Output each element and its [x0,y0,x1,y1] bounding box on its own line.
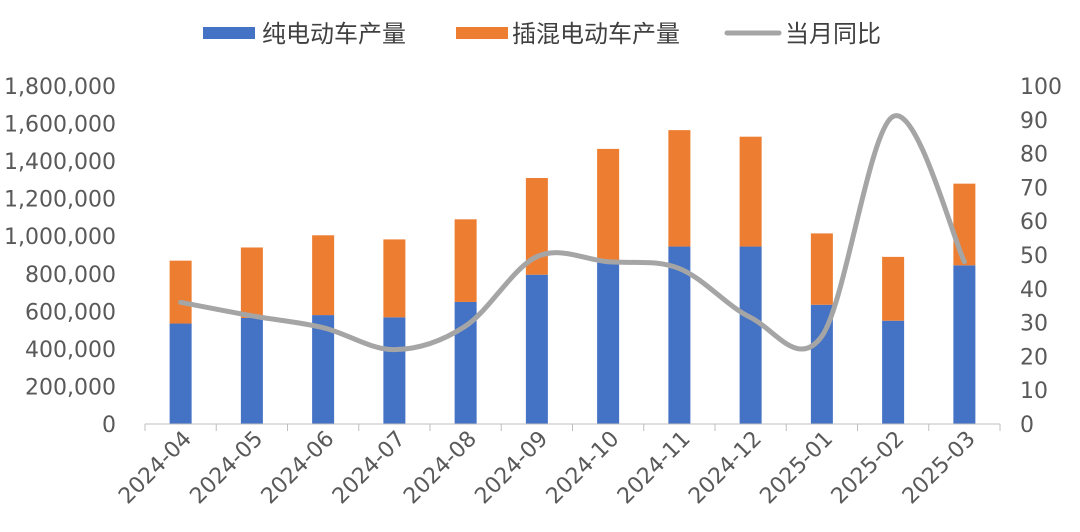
right-y-tick-label: 20 [1020,345,1048,370]
bar-phev [668,130,691,247]
x-tick-label: 2024-04 [114,427,197,510]
x-tick-label: 2024-05 [185,427,268,510]
legend-item: 纯电动车产量 [203,20,406,48]
bar-phev [597,148,620,263]
legend-item: 插混电动车产量 [456,20,680,48]
bar-bev [240,317,263,424]
left-y-tick-label: 1,600,000 [4,113,116,138]
bar-bev [882,320,905,424]
right-y-tick-label: 30 [1020,312,1048,337]
yoy-line-series [178,113,967,353]
x-tick-label: 2025-01 [755,427,838,510]
right-y-tick-label: 80 [1020,143,1048,168]
x-tick-label: 2024-08 [399,427,482,510]
bar-bev [312,315,335,424]
left-y-tick-label: 200,000 [25,375,116,400]
bar-bev [668,246,691,424]
yoy-line [178,113,967,353]
bar-bev [383,317,406,424]
bar-phev [525,178,548,275]
left-y-tick-label: 1,000,000 [4,225,116,250]
legend-swatch [203,27,255,39]
x-tick-label: 2025-03 [898,427,981,510]
bar-phev [953,183,976,266]
left-y-tick-label: 1,800,000 [4,75,116,100]
x-tick-label: 2024-09 [470,427,553,510]
bar-bev [169,323,192,424]
left-y-tick-label: 600,000 [25,300,116,325]
x-axis: 2024-042024-052024-062024-072024-082024-… [114,423,1001,510]
bar-phev [882,256,905,321]
right-y-tick-label: 90 [1020,109,1048,134]
x-tick-label: 2025-02 [827,427,910,510]
right-y-tick-label: 100 [1020,75,1062,100]
x-tick-label: 2024-10 [542,427,625,510]
right-y-tick-label: 60 [1020,210,1048,235]
bar-phev [169,260,192,324]
left-y-tick-label: 1,400,000 [4,150,116,175]
x-tick-label: 2024-12 [684,427,767,510]
chart-legend: 纯电动车产量 插混电动车产量 当月同比 [203,20,881,48]
right-y-tick-label: 70 [1020,176,1048,201]
bar-phev [454,219,477,302]
x-tick-label: 2024-07 [328,427,411,510]
bar-phev [739,136,762,247]
right-y-axis: 0 10 20 30 40 50 60 70 80 90 100 [1020,75,1062,438]
right-y-tick-label: 50 [1020,244,1048,269]
bar-bev [953,265,976,424]
bar-phev [383,239,406,318]
legend-item: 当月同比 [724,20,881,48]
bar-bev [454,301,477,424]
right-y-tick-label: 10 [1020,379,1048,404]
left-y-tick-label: 0 [102,413,116,438]
right-y-tick-label: 0 [1020,413,1034,438]
left-y-axis: 0 200,000 400,000 600,000 800,000 1,000,000 1,… [4,75,116,438]
legend-label: 纯电动车产量 [262,20,406,48]
bar-bev [525,274,548,424]
legend-swatch [456,27,508,39]
left-y-tick-label: 400,000 [25,338,116,363]
x-tick-label: 2024-06 [257,427,340,510]
left-y-tick-label: 800,000 [25,263,116,288]
bar-phev [240,247,263,318]
left-y-tick-label: 1,200,000 [4,188,116,213]
right-y-tick-label: 40 [1020,278,1048,303]
bar-phev [312,235,335,316]
x-tick-label: 2024-11 [613,427,696,510]
legend-label: 插混电动车产量 [512,20,680,48]
bar-phev [810,233,833,305]
bar-series [169,130,976,424]
bar-bev [597,262,620,424]
bar-bev [810,304,833,424]
legend-label: 当月同比 [785,20,881,48]
bar-bev [739,246,762,424]
